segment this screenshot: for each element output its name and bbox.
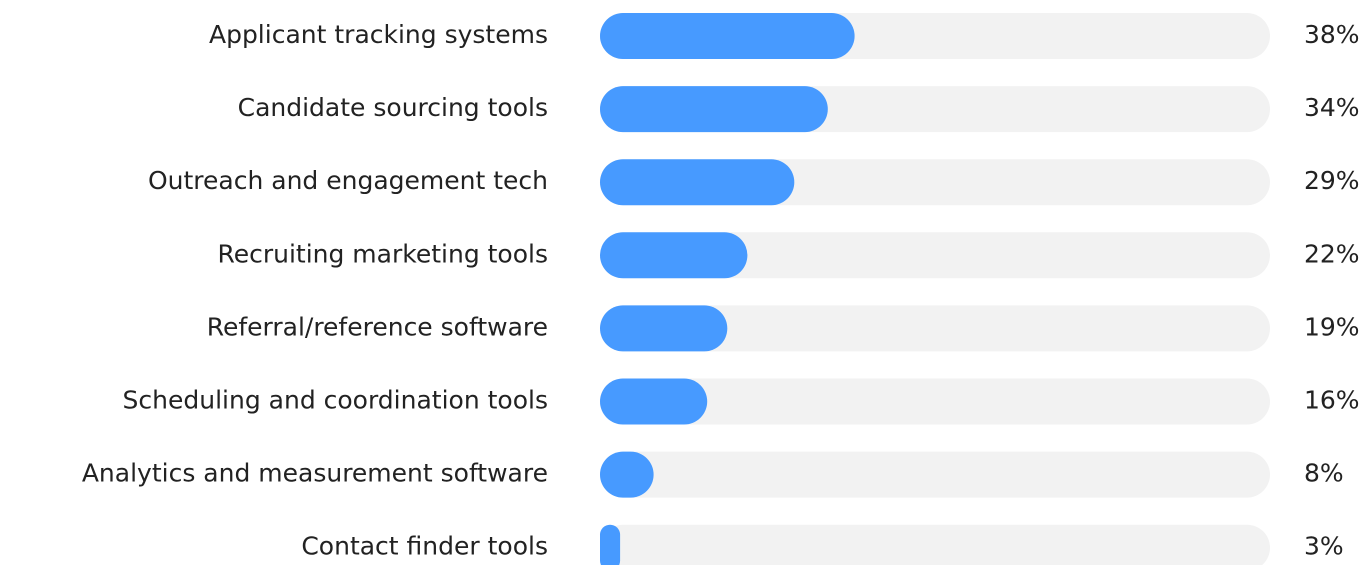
bar-track [600, 524, 1270, 565]
value-label: 8% [1304, 459, 1344, 488]
category-label: Outreach and engagement tech [148, 166, 548, 195]
category-label: Scheduling and coordination tools [123, 386, 548, 415]
value-label: 19% [1304, 312, 1360, 341]
bar [600, 13, 855, 59]
bar [600, 451, 654, 498]
value-label: 38% [1304, 20, 1360, 49]
category-label: Contact finder tools [301, 532, 548, 561]
bar-track [600, 378, 1270, 425]
bar [600, 232, 748, 279]
bar [600, 305, 728, 352]
category-label: Applicant tracking systems [209, 20, 548, 49]
category-label: Analytics and measurement software [82, 459, 548, 488]
value-label: 3% [1304, 532, 1344, 561]
value-label: 16% [1304, 386, 1360, 415]
value-label: 34% [1304, 93, 1360, 122]
bar [600, 524, 621, 565]
category-label: Candidate sourcing tools [238, 93, 548, 122]
bar-track [600, 232, 1270, 279]
category-label: Recruiting marketing tools [217, 239, 548, 268]
bar-track [600, 305, 1270, 352]
bar [600, 86, 828, 133]
value-label: 22% [1304, 239, 1360, 268]
bar [600, 159, 795, 206]
bar [600, 378, 708, 425]
value-label: 29% [1304, 166, 1360, 195]
bar-track [600, 451, 1270, 498]
category-label: Referral/reference software [207, 312, 548, 341]
